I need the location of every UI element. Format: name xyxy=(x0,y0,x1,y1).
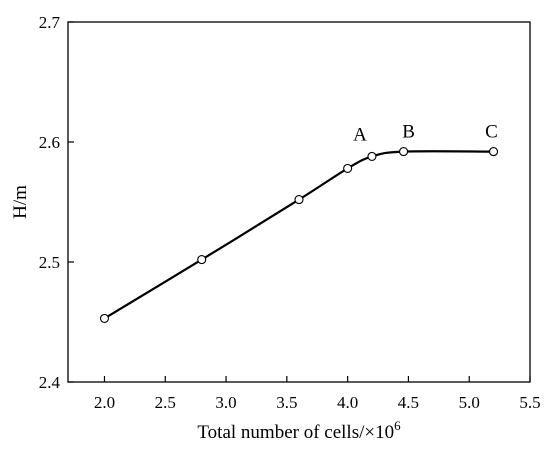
plot-border xyxy=(67,21,531,383)
x-tick-label: 5.5 xyxy=(519,393,540,412)
annotation-label: A xyxy=(353,124,367,145)
x-tick-label: 4.5 xyxy=(398,393,419,412)
data-point xyxy=(197,255,207,265)
data-point xyxy=(294,195,304,205)
x-axis-label-superscript: 6 xyxy=(394,418,401,433)
data-point xyxy=(399,147,409,157)
y-tick-label: 2.4 xyxy=(39,373,61,392)
x-axis-label-text: Total number of cells/×10 xyxy=(197,422,394,443)
y-tick-label: 2.5 xyxy=(39,253,60,272)
x-tick-label: 2.0 xyxy=(94,393,115,412)
x-tick-label: 3.5 xyxy=(276,393,297,412)
series-layer xyxy=(99,147,499,323)
x-axis-ticks: 2.0 2.5 3.0 3.5 4.0 4.5 5.0 5.5 xyxy=(94,376,541,412)
data-point xyxy=(367,151,377,161)
x-axis-label: Total number of cells/×106 xyxy=(197,418,401,443)
annotation-label: C xyxy=(485,122,498,143)
y-axis-ticks: 2.4 2.5 2.6 2.7 xyxy=(39,13,74,392)
x-tick-label: 4.0 xyxy=(337,393,358,412)
x-tick-label: 2.5 xyxy=(155,393,176,412)
x-tick-label: 3.0 xyxy=(215,393,236,412)
annotation-layer: A B C xyxy=(353,122,498,146)
annotation-label: B xyxy=(402,122,415,143)
y-tick-label: 2.7 xyxy=(39,13,61,32)
series-line xyxy=(103,150,494,320)
data-point xyxy=(488,147,499,157)
x-tick-label: 5.0 xyxy=(459,393,480,412)
y-tick-label: 2.6 xyxy=(39,133,60,152)
data-point xyxy=(343,163,353,173)
y-axis-label: H/m xyxy=(10,185,31,219)
plot-frame xyxy=(67,21,531,383)
data-point xyxy=(99,313,110,323)
